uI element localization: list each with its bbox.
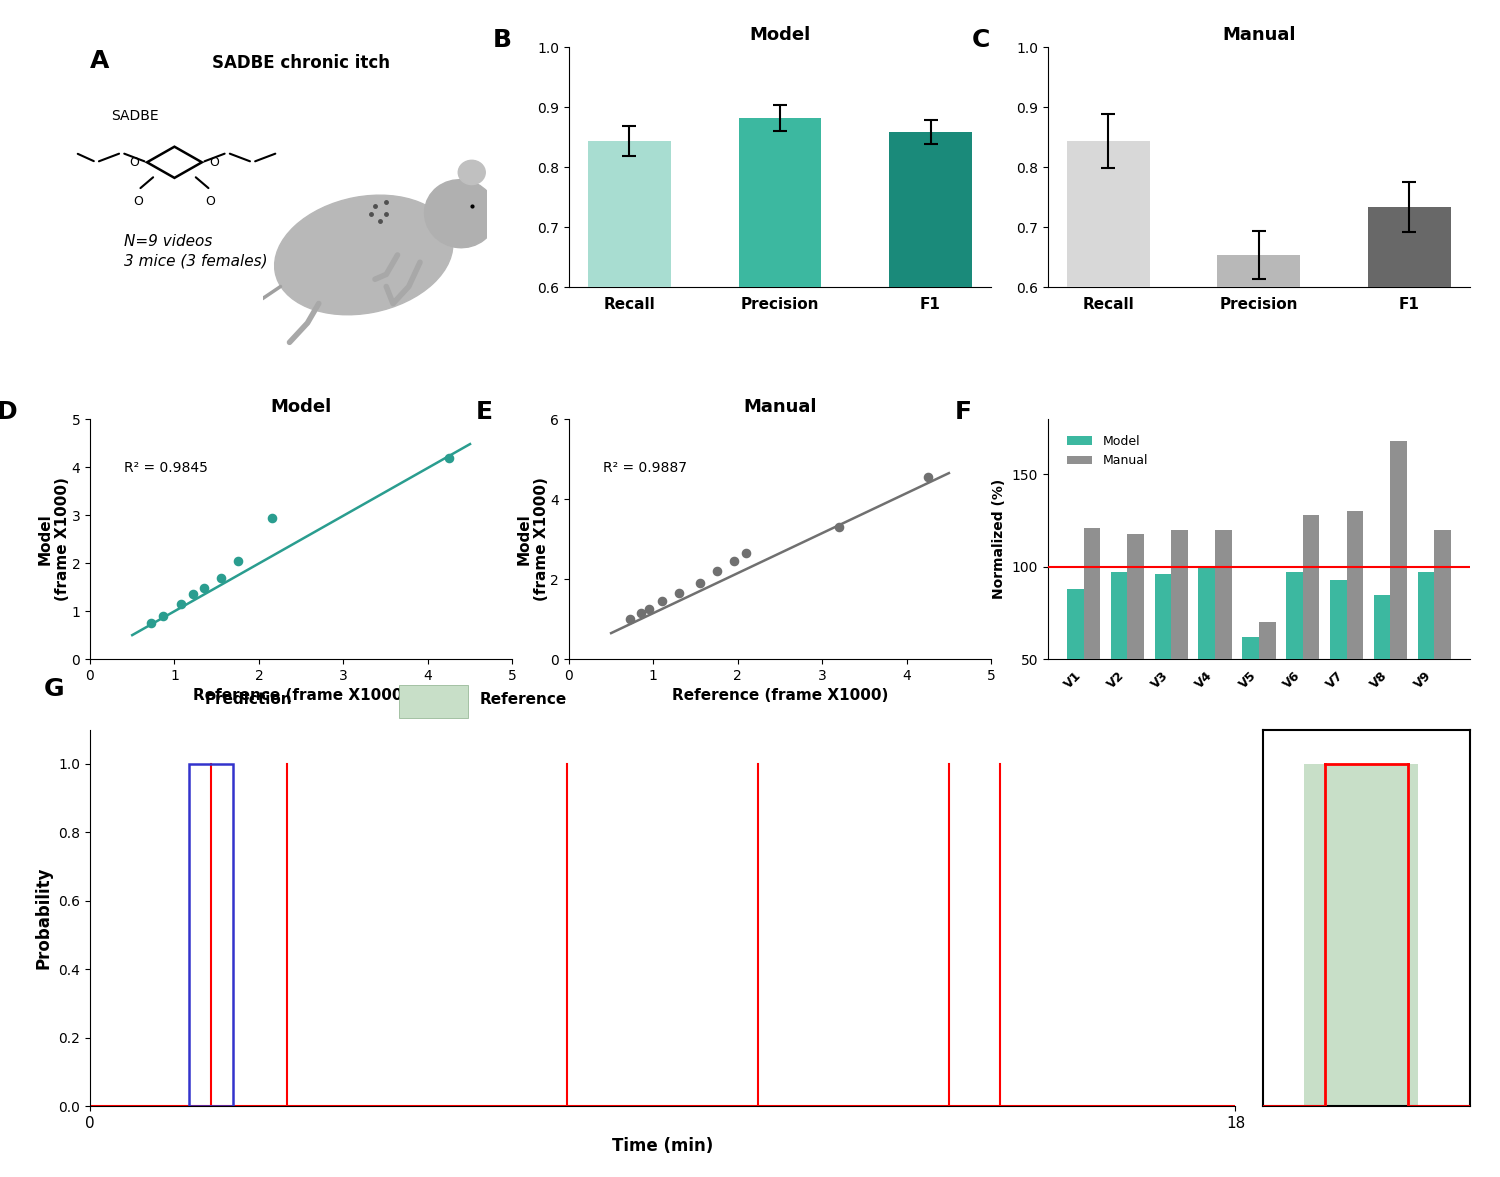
Bar (738, 118, 822, 647)
Bar (890, 132, 972, 647)
Point (705, 561, 729, 580)
Text: R² = 0.9845: R² = 0.9845 (124, 461, 207, 474)
X-axis label: Reference (frame X1000): Reference (frame X1000) (194, 689, 410, 704)
Text: R² = 0.9887: R² = 0.9887 (603, 461, 687, 474)
Bar (1242, 637, 1258, 751)
Bar (1286, 572, 1302, 751)
Point (618, 610, 642, 629)
Text: SADBE: SADBE (111, 109, 159, 124)
Bar (1368, 207, 1450, 647)
Bar (1172, 530, 1188, 751)
Point (688, 573, 712, 592)
Text: B: B (494, 28, 512, 52)
Point (722, 552, 746, 571)
Bar (1374, 594, 1390, 751)
Text: O: O (129, 155, 140, 168)
Ellipse shape (424, 180, 496, 247)
Y-axis label: Probability: Probability (34, 866, 53, 970)
Bar (1218, 255, 1300, 647)
Legend: Model, Manual: Model, Manual (1062, 430, 1154, 472)
Bar (1066, 588, 1083, 751)
Text: 3 mice (3 females): 3 mice (3 females) (124, 253, 267, 268)
Text: O: O (210, 155, 219, 168)
Bar (1112, 572, 1128, 751)
Bar (1347, 512, 1364, 751)
Text: N=9 videos: N=9 videos (124, 234, 211, 250)
Title: Manual: Manual (1222, 26, 1296, 44)
Point (150, 606, 174, 625)
Point (260, 508, 284, 527)
Point (650, 592, 674, 611)
Point (436, 448, 460, 467)
Text: C: C (972, 28, 990, 52)
Point (170, 594, 194, 613)
Point (628, 604, 652, 623)
Point (734, 544, 758, 563)
Point (140, 613, 164, 632)
X-axis label: Time (min): Time (min) (612, 1137, 714, 1155)
Title: Model: Model (270, 398, 332, 417)
Text: Reference: Reference (480, 692, 567, 707)
Point (82, 730, 100, 744)
Title: Manual: Manual (742, 398, 816, 417)
FancyBboxPatch shape (399, 685, 468, 718)
Point (916, 467, 940, 486)
Point (209, 568, 232, 587)
Point (827, 518, 850, 537)
Point (666, 584, 690, 603)
Bar (1302, 516, 1320, 751)
Bar (1128, 533, 1144, 751)
Point (638, 600, 662, 619)
Bar (1330, 580, 1347, 751)
Title: Model: Model (750, 26, 810, 44)
Text: F: F (956, 400, 972, 424)
Bar (1198, 567, 1215, 751)
Y-axis label: Model
(frame X1000): Model (frame X1000) (38, 477, 70, 601)
Bar (1215, 530, 1231, 751)
Bar (1434, 530, 1450, 751)
Bar (1258, 623, 1275, 751)
Text: O: O (206, 194, 216, 207)
Text: E: E (476, 400, 494, 424)
Y-axis label: Model
(frame X1000): Model (frame X1000) (516, 477, 549, 601)
Point (226, 551, 251, 570)
Y-axis label: Normalized (%): Normalized (%) (992, 479, 1006, 599)
Ellipse shape (274, 195, 453, 314)
Point (87, 730, 105, 744)
X-axis label: Reference (frame X1000): Reference (frame X1000) (672, 689, 888, 704)
Bar (1418, 572, 1434, 751)
Ellipse shape (459, 160, 486, 185)
Bar (1304, 764, 1418, 1106)
Bar (1083, 528, 1101, 751)
Bar (588, 141, 670, 647)
Text: SADBE chronic itch: SADBE chronic itch (211, 54, 390, 72)
Bar (1066, 141, 1149, 647)
Text: Prediction: Prediction (204, 692, 292, 707)
Bar (1390, 441, 1407, 751)
Text: A: A (90, 49, 110, 73)
Text: G: G (44, 677, 64, 701)
Bar (189, 764, 232, 1106)
Point (182, 585, 206, 604)
Bar (1155, 574, 1172, 751)
Text: O: O (134, 194, 144, 207)
Text: D: D (0, 400, 18, 424)
Point (192, 579, 216, 598)
